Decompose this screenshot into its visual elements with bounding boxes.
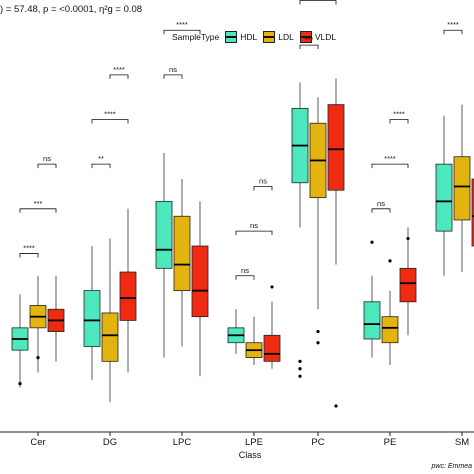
outlier-pc-hdl-2 — [298, 374, 302, 378]
comparison-label-16: **** — [384, 154, 396, 163]
legend-key-hdl — [225, 31, 238, 43]
box-sm-hdl — [435, 163, 453, 232]
outlier-pc-hdl-0 — [298, 359, 302, 363]
comparison-label-11: ns — [259, 176, 267, 185]
comparison-label-3: ** — [98, 154, 104, 163]
box-dg-vldl — [119, 271, 137, 321]
box-pe-hdl — [363, 301, 381, 340]
comparison-label-7: **** — [176, 20, 188, 29]
comparison-label-1: *** — [34, 199, 43, 208]
box-lpc-vldl — [191, 245, 209, 318]
outlier-cer-hdl-0 — [18, 382, 22, 386]
comparison-bracket-10 — [235, 230, 273, 236]
legend-item-vldl: VLDL — [299, 31, 337, 43]
legend-label-hdl: HDL — [240, 32, 258, 42]
comparison-label-15: ns — [377, 199, 385, 208]
outlier-pe-ldl-0 — [388, 259, 392, 263]
outlier-cer-ldl-0 — [36, 356, 40, 360]
comparison-bracket-13 — [299, 0, 337, 5]
comparison-bracket-16 — [371, 163, 409, 169]
legend-item-ldl: LDL — [263, 31, 294, 43]
legend-item-hdl: HDL — [225, 31, 257, 43]
comparison-bracket-7 — [163, 29, 201, 35]
box-pe-vldl — [399, 267, 417, 303]
comparison-bracket-15 — [371, 208, 391, 213]
x-tick-label-lpe: LPE — [245, 437, 263, 448]
comparison-label-0: **** — [23, 243, 35, 252]
box-lpc-hdl — [155, 200, 173, 269]
legend-key-ldl — [263, 31, 276, 43]
x-tick-label-lpc: LPC — [173, 437, 192, 448]
x-tick-label-cer: Cer — [30, 437, 45, 448]
comparison-bracket-4 — [91, 119, 129, 124]
x-tick-label-dg: DG — [103, 437, 117, 448]
comparison-bracket-2 — [37, 163, 57, 169]
outlier-pc-ldl-0 — [316, 329, 320, 334]
outlier-pc-ldl-1 — [316, 341, 320, 345]
comparison-label-2: ns — [43, 154, 51, 163]
comparison-label-4: **** — [104, 110, 116, 119]
box-pe-ldl — [381, 316, 399, 344]
outlier-pe-hdl-0 — [370, 240, 374, 244]
comparison-bracket-18 — [443, 29, 463, 35]
legend-key-vldl — [299, 31, 312, 43]
comparison-bracket-9 — [235, 275, 255, 280]
legend-label-vldl: VLDL — [314, 32, 337, 42]
legend-label-ldl: LDL — [278, 32, 294, 42]
outlier-lpe-vldl-0 — [270, 285, 274, 289]
legend-title: SampleType — [172, 32, 220, 42]
footnote: pwc: Emmea — [431, 463, 472, 470]
comparison-label-18: **** — [447, 20, 459, 29]
comparison-bracket-11 — [253, 186, 273, 191]
x-tick-label-sm: SM — [455, 437, 469, 448]
outlier-pc-vldl-0 — [334, 404, 338, 408]
comparison-bracket-6 — [163, 74, 183, 79]
comparison-bracket-5 — [109, 74, 129, 79]
comparison-label-17: **** — [393, 110, 405, 119]
comparison-bracket-1 — [19, 208, 57, 213]
comparison-bracket-17 — [389, 119, 409, 124]
box-lpe-vldl — [263, 334, 281, 362]
comparison-bracket-12 — [299, 44, 319, 50]
comparison-label-5: **** — [113, 65, 125, 74]
statistics-caption: ) = 57.48, p = <0.0001, η²g = 0.08 — [0, 4, 143, 15]
comparison-label-12: *** — [305, 35, 314, 44]
box-pc-vldl — [327, 104, 345, 191]
comparison-bracket-3 — [91, 163, 111, 169]
outlier-pe-vldl-0 — [406, 236, 410, 241]
box-lpc-ldl — [173, 215, 191, 292]
comparison-label-6: ns — [169, 65, 177, 74]
outlier-pc-hdl-1 — [298, 367, 302, 371]
x-tick-label-pc: PC — [311, 437, 324, 448]
comparison-label-10: ns — [250, 221, 258, 230]
box-sm-vldl — [471, 178, 474, 247]
x-tick-label-pe: PE — [384, 437, 397, 448]
legend: SampleType HDL LDL VLDL — [172, 30, 342, 44]
comparison-bracket-0 — [19, 253, 39, 258]
box-dg-ldl — [101, 312, 119, 362]
box-sm-ldl — [453, 156, 471, 221]
x-axis-title: Class — [239, 450, 262, 460]
comparison-label-9: ns — [241, 266, 249, 275]
box-dg-hdl — [83, 290, 101, 347]
